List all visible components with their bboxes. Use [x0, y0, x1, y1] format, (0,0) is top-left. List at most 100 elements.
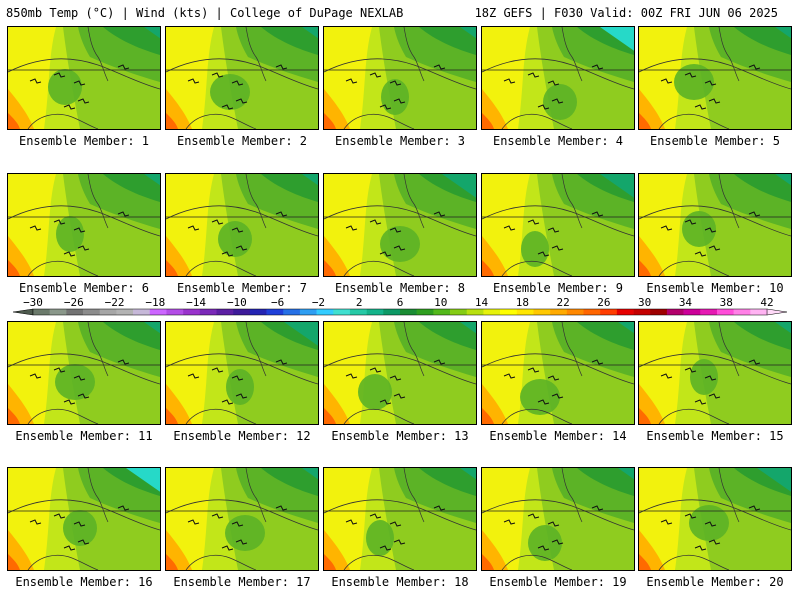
ensemble-member-map: [481, 26, 635, 130]
ensemble-member-label: Ensemble Member: 16: [15, 575, 153, 589]
ensemble-member-map: [7, 173, 161, 277]
wind-barb: [187, 519, 200, 525]
colorbar-segment: [650, 309, 668, 315]
wind-barb: [748, 211, 761, 217]
wind-barb: [708, 98, 721, 104]
wind-barb: [547, 375, 560, 381]
wind-barb: [117, 359, 130, 365]
wind-barb: [591, 505, 604, 511]
wind-barb: [221, 251, 234, 257]
wind-barb: [77, 98, 90, 104]
wind-barb: [53, 367, 66, 373]
wind-barb: [63, 399, 76, 405]
wind-barb: [694, 251, 707, 257]
wind-barb: [527, 367, 540, 373]
wind-barb: [117, 505, 130, 511]
ensemble-member-map: [7, 321, 161, 425]
ensemble-member-map: [323, 173, 477, 277]
wind-barb: [393, 98, 406, 104]
wind-barb: [393, 539, 406, 545]
ensemble-member-label: Ensemble Member: 19: [489, 575, 627, 589]
colorbar-segment: [383, 309, 401, 315]
colorbar-tick-label: −22: [105, 296, 125, 309]
wind-barb: [63, 251, 76, 257]
wind-barb: [231, 80, 244, 86]
ensemble-member-map: [323, 26, 477, 130]
wind-barb: [547, 80, 560, 86]
wind-barb: [77, 539, 90, 545]
wind-barb: [551, 98, 564, 104]
colorbar-segment: [99, 309, 117, 315]
ensemble-member-map: [323, 467, 477, 571]
wind-barb: [275, 211, 288, 217]
colorbar-segment: [233, 309, 251, 315]
wind-barb: [660, 373, 673, 379]
wind-barb: [345, 78, 358, 84]
colorbar-tick-label: 22: [556, 296, 569, 309]
colorbar-segment: [466, 309, 484, 315]
ensemble-member-label: Ensemble Member: 20: [646, 575, 784, 589]
wind-barb: [345, 519, 358, 525]
wind-barb: [77, 245, 90, 251]
wind-barb: [63, 104, 76, 110]
wind-barb: [235, 393, 248, 399]
wind-barb: [433, 359, 446, 365]
colorbar-segment: [166, 309, 184, 315]
wind-barb: [537, 545, 550, 551]
wind-barb: [231, 521, 244, 527]
colorbar-tick-label: 6: [397, 296, 404, 309]
colorbar-segment: [266, 309, 284, 315]
colorbar-segment: [733, 309, 751, 315]
ensemble-member-map: [7, 467, 161, 571]
wind-barb: [551, 539, 564, 545]
ensemble-member-label: Ensemble Member: 3: [334, 134, 466, 148]
ensemble-member-label: Ensemble Member: 11: [15, 429, 153, 443]
colorbar-segment: [133, 309, 151, 315]
colorbar-segment: [299, 309, 317, 315]
wind-barb: [73, 227, 86, 233]
colorbar-tick-label: 42: [760, 296, 773, 309]
colorbar-segment: [183, 309, 201, 315]
colorbar-segment: [249, 309, 267, 315]
wind-barb: [591, 359, 604, 365]
wind-barb: [53, 72, 66, 78]
colorbar-tick-label: 26: [597, 296, 610, 309]
wind-barb: [211, 219, 224, 225]
colorbar-segment: [616, 309, 634, 315]
colorbar-segment: [216, 309, 234, 315]
colorbar-segment: [116, 309, 134, 315]
wind-barb: [221, 104, 234, 110]
ensemble-member-map: [481, 321, 635, 425]
wind-barb: [77, 393, 90, 399]
wind-barb: [379, 545, 392, 551]
wind-barb: [684, 219, 697, 225]
wind-barb: [537, 104, 550, 110]
wind-barb: [73, 375, 86, 381]
colorbar-tick-label: −30: [23, 296, 43, 309]
colorbar-segment: [33, 309, 50, 315]
wind-barb: [748, 505, 761, 511]
wind-barb: [369, 367, 382, 373]
ensemble-member-label: Ensemble Member: 15: [646, 429, 784, 443]
colorbar-segment: [633, 309, 651, 315]
ensemble-member-label: Ensemble Member: 2: [176, 134, 308, 148]
wind-barb: [694, 399, 707, 405]
wind-barb: [433, 211, 446, 217]
wind-barb: [704, 521, 717, 527]
ensemble-member-label: Ensemble Member: 4: [492, 134, 624, 148]
wind-barb: [433, 64, 446, 70]
wind-barb: [684, 513, 697, 519]
colorbar-segment: [366, 309, 384, 315]
wind-barb: [527, 219, 540, 225]
colorbar-tick-label: 10: [434, 296, 447, 309]
wind-barb: [221, 545, 234, 551]
wind-barb: [187, 225, 200, 231]
wind-barb: [547, 521, 560, 527]
ensemble-member-label: Ensemble Member: 14: [489, 429, 627, 443]
ensemble-member-map: [165, 321, 319, 425]
ensemble-member-map: [323, 321, 477, 425]
wind-barb: [211, 367, 224, 373]
wind-barb: [537, 251, 550, 257]
wind-barb: [660, 519, 673, 525]
colorbar-tick-label: 30: [638, 296, 651, 309]
